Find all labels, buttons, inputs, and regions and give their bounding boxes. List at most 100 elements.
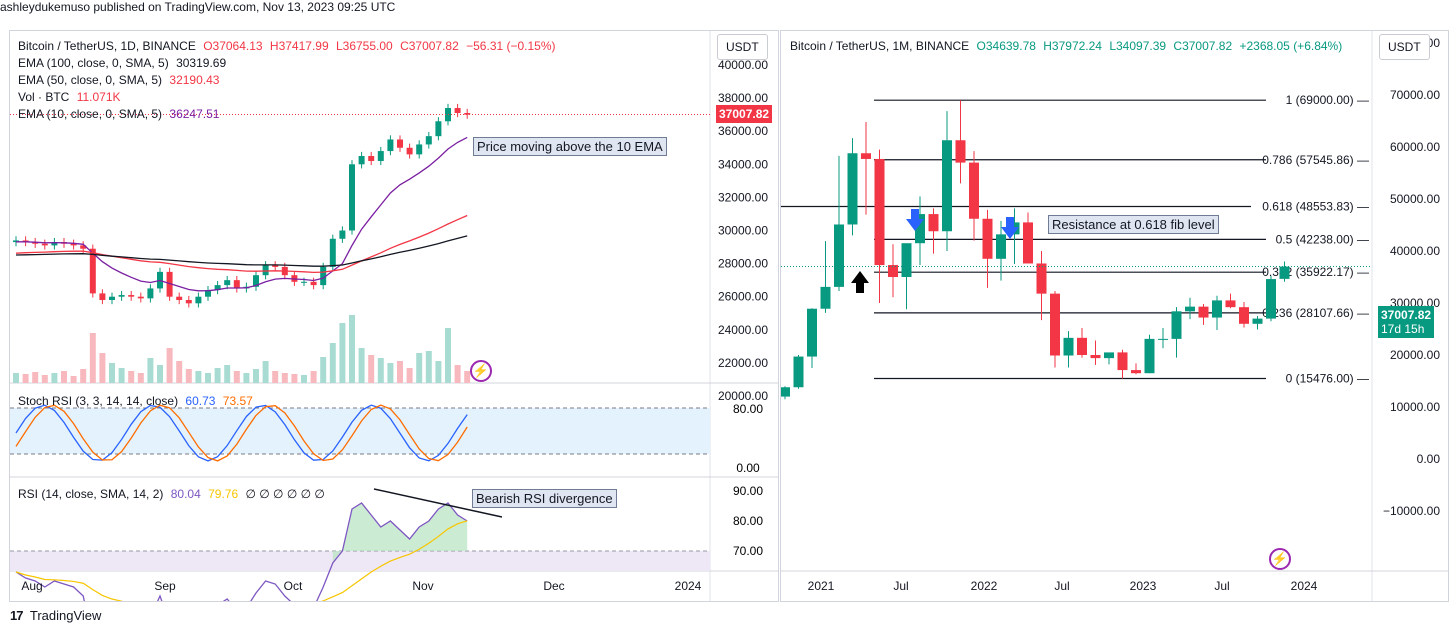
monthly-candle [1225,300,1236,308]
down-arrow-icon [906,209,924,231]
monthly-candle [928,214,939,232]
monthly-candle [1171,311,1182,339]
daily-candle [195,296,202,304]
monthly-chart-canvas[interactable]: 80000.0070000.0060000.0050000.0040000.00… [781,31,1448,601]
daily-high: H37417.99 [269,39,329,53]
lightning-icon[interactable]: ⚡ [470,360,492,382]
daily-candle [406,147,413,155]
monthly-currency-selector[interactable]: USDT [1379,34,1430,60]
volume-bar [157,365,163,383]
stoch-band [10,408,710,454]
stoch-rsi-legend[interactable]: Stoch RSI (3, 3, 14, 14, close) 60.73 73… [18,394,257,408]
daily-time-tick: Dec [543,579,564,593]
monthly-candle [847,153,858,225]
daily-candle [329,238,336,267]
volume-bar [320,357,327,383]
monthly-candle [1090,355,1101,359]
daily-chart-panel[interactable]: 40000.00 38000.00 36000.00 34000.00 32000.00… [9,30,779,602]
daily-symbol-title[interactable]: Bitcoin / TetherUS, 1D, BINANCE [18,39,196,53]
daily-price-tick: 26000.00 [718,290,768,304]
rsi-legend[interactable]: RSI (14, close, SMA, 14, 2) 80.04 79.76 … [18,487,329,501]
daily-time-tick: Sep [154,579,176,593]
daily-candle [128,295,135,297]
monthly-close: C37007.82 [1173,39,1233,53]
fib-resistance-annotation[interactable]: Resistance at 0.618 fib level [1048,215,1219,234]
monthly-candle [820,286,831,309]
daily-candle [262,265,269,276]
fib-level-label: 1 (69000.00) — [1286,93,1369,107]
candle-countdown: 17d 15h [1381,322,1425,336]
rsi-axis-tick: 90.00 [733,484,763,498]
volume-bar [51,373,58,383]
monthly-candle [1050,293,1060,356]
daily-candle [99,293,106,301]
rsi-axis-tick: 70.00 [733,544,763,558]
volume-bar [262,361,269,383]
volume-bar [214,368,221,383]
down-arrow-icon [1001,217,1019,239]
monthly-candle [793,356,804,388]
volume-bar [128,371,135,383]
volume-bar [281,373,288,383]
daily-chart-canvas[interactable]: 40000.00 38000.00 36000.00 34000.00 32000.00… [10,31,778,601]
daily-price-tick: 36000.00 [718,124,768,138]
volume-bar [109,363,115,383]
ema10-legend[interactable]: EMA (10, close, 0, SMA, 5) 36247.51 [18,107,223,121]
monthly-price-tick: 70000.00 [1390,88,1440,102]
stoch-d-line [15,404,468,462]
volume-bar [233,371,240,383]
volume-label: Vol · BTC [18,90,70,104]
volume-bar [32,372,39,383]
rsi-line [15,502,468,601]
monthly-candle [996,234,1006,259]
fib-level-label: 0.5 (42238.00) — [1276,232,1369,246]
monthly-time-tick: 2022 [971,579,998,593]
monthly-price-value: 37007.82 [1381,308,1432,322]
fib-level-label: 0.786 (57545.86) — [1262,153,1369,167]
monthly-price-tick: 20000.00 [1390,348,1440,362]
volume-bar [329,343,336,383]
monthly-candle [1198,306,1209,318]
monthly-candle [861,153,871,159]
monthly-candle [1252,318,1263,324]
volume-bar [416,353,423,383]
daily-change: −56.31 (−0.15%) [466,39,556,53]
monthly-candle [1023,222,1033,264]
daily-currency-selector[interactable]: USDT [717,34,768,60]
volume-bar [137,373,144,383]
monthly-time-tick: Jul [893,579,908,593]
monthly-candle [1144,338,1155,374]
monthly-candle [1212,300,1222,318]
ema100-legend[interactable]: EMA (100, close, 0, SMA, 5) 30319.69 [18,56,230,70]
volume-bar [425,351,432,383]
rsi-band [10,551,710,571]
ema-annotation[interactable]: Price moving above the 10 EMA [473,137,667,156]
volume-bar [80,369,87,383]
lightning-icon[interactable]: ⚡ [1269,548,1291,570]
rsi-overbought-fill [332,503,468,563]
daily-candle [377,151,384,161]
monthly-symbol-title[interactable]: Bitcoin / TetherUS, 1M, BINANCE [790,39,970,53]
daily-candle [147,288,154,299]
volume-legend[interactable]: Vol · BTC 11.071K [18,90,125,104]
volume-bar [13,373,19,383]
stoch-k-value: 60.73 [185,394,216,408]
monthly-chart-panel[interactable]: 80000.0070000.0060000.0050000.0040000.00… [780,30,1449,602]
volume-bar [377,358,384,383]
tradingview-footer[interactable]: 17 TradingView [10,608,101,623]
daily-price-tick: 40000.00 [718,58,768,72]
volume-bar [22,374,29,383]
monthly-price-tick: 40000.00 [1390,244,1440,258]
daily-candle [464,112,471,115]
daily-close: C37007.82 [400,39,459,53]
rsi-divergence-annotation[interactable]: Bearish RSI divergence [472,489,617,508]
volume-bar [368,355,375,383]
volume-bar [339,323,346,383]
ema10-value: 36247.51 [169,107,220,121]
volume-bar [454,365,461,383]
ema50-legend[interactable]: EMA (50, close, 0, SMA, 5) 32190.43 [18,73,223,87]
daily-candle [185,300,192,304]
daily-candle [253,275,259,287]
daily-candle [368,156,375,161]
ema50-label: EMA (50, close, 0, SMA, 5) [18,73,163,87]
